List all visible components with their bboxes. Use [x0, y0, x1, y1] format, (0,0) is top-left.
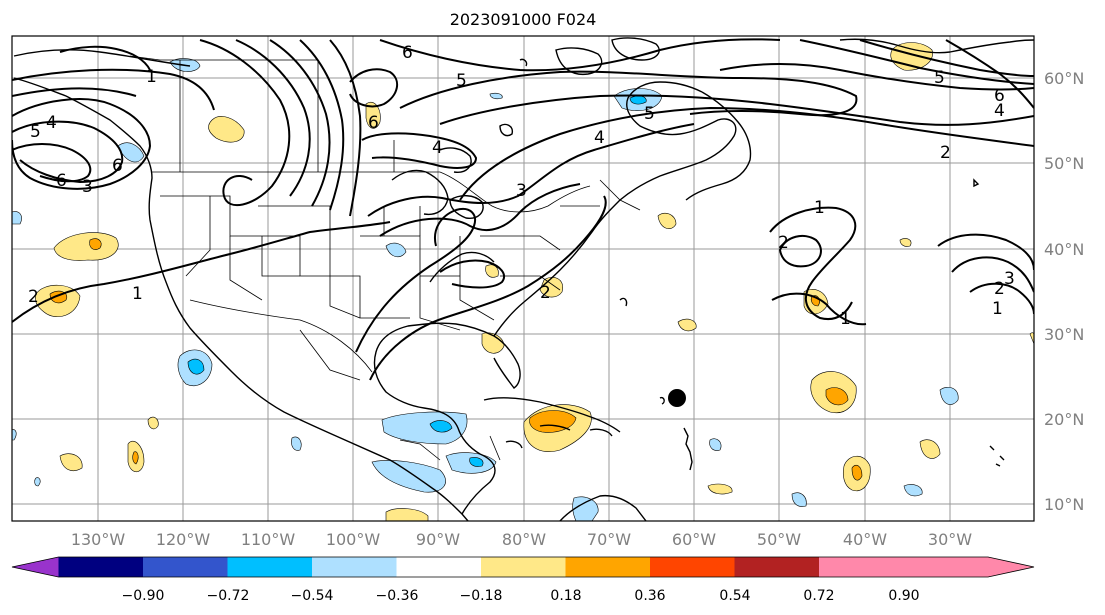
contour-label: 4	[594, 128, 605, 148]
contours	[12, 38, 1034, 381]
colorbar-segments	[11, 556, 1035, 578]
contour-label: 6	[402, 43, 413, 63]
lon-label: 60°W	[672, 530, 716, 549]
lon-label: 110°W	[241, 530, 296, 549]
colorbar-tick-label: 0.18	[550, 588, 581, 604]
colorbar-tick-label: −0.90	[122, 588, 165, 604]
colorbar-segment	[227, 557, 312, 577]
colorbar-segment	[819, 557, 1034, 577]
map-title: 2023091000 F024	[450, 10, 597, 29]
contour-label: 3	[82, 177, 93, 197]
lat-label: 20°N	[1044, 410, 1084, 429]
lon-label: 40°W	[843, 530, 887, 549]
contour-label: 6	[368, 113, 379, 133]
map-frame	[11, 35, 1035, 522]
contour-label: 1	[992, 299, 1003, 319]
colorbar-outline	[11, 556, 1035, 578]
lon-label: 70°W	[587, 530, 631, 549]
contour-label: 5	[30, 122, 41, 142]
storm-center-dot	[668, 389, 686, 407]
colorbar-segment	[58, 557, 143, 577]
lat-label: 30°N	[1044, 325, 1084, 344]
lat-label: 10°N	[1044, 495, 1084, 514]
colorbar-ticks: −0.90 −0.72 −0.54 −0.36 −0.18 0.18 0.36 …	[122, 588, 920, 604]
borders	[129, 55, 641, 461]
lon-axis-labels: 130°W 120°W 110°W 100°W 90°W 80°W 70°W 6…	[71, 530, 972, 549]
colorbar-segment	[481, 557, 566, 577]
contour-label: 2	[940, 143, 951, 163]
contour-label: 4	[432, 138, 443, 158]
colorbar-tick-label: −0.54	[291, 588, 334, 604]
contour-label: 4	[46, 113, 57, 133]
colorbar-segment	[565, 557, 650, 577]
lon-label: 80°W	[502, 530, 546, 549]
contour-label: 1	[132, 284, 143, 304]
lon-label: 50°W	[757, 530, 801, 549]
colorbar-segment	[650, 557, 735, 577]
colorbar-segment	[734, 557, 819, 577]
lat-label: 40°N	[1044, 240, 1084, 259]
contour-label: 6	[56, 171, 67, 191]
colorbar: −0.90 −0.72 −0.54 −0.36 −0.18 0.18 0.36 …	[11, 556, 1035, 604]
contour-labels: 1 5 4 6 3 6 2 5 6 4 6 5 6 4 2 1 2 1 1 2 …	[28, 43, 1015, 329]
colorbar-segment	[396, 557, 481, 577]
contour-label: 6	[994, 86, 1005, 106]
contour-label: 3	[1004, 269, 1015, 289]
lat-label: 50°N	[1044, 154, 1084, 173]
lon-label: 130°W	[71, 530, 126, 549]
coastlines	[13, 37, 1034, 521]
contour-label: 1	[840, 309, 851, 329]
contour-label: 1	[146, 67, 157, 87]
colorbar-tick-label: −0.18	[460, 588, 503, 604]
contour-label: 4	[994, 101, 1005, 121]
contour-label: 3	[516, 181, 527, 201]
colorbar-tick-label: 0.90	[888, 588, 919, 604]
contour-label: 6	[112, 156, 123, 176]
contour-label: 2	[994, 279, 1005, 299]
colorbar-segment	[312, 557, 397, 577]
colorbar-tick-label: −0.36	[376, 588, 419, 604]
contour-label: 2	[28, 287, 39, 307]
contour-label: 1	[814, 198, 825, 218]
contour-label: 5	[644, 104, 655, 124]
lat-axis-labels: 60°N 50°N 40°N 30°N 20°N 10°N	[1044, 69, 1084, 514]
lon-label: 30°W	[928, 530, 972, 549]
lon-label: 90°W	[416, 530, 460, 549]
colorbar-segment	[143, 557, 228, 577]
colorbar-tick-label: 0.72	[803, 588, 834, 604]
colorbar-segment	[12, 557, 59, 577]
contour-label: 2	[540, 283, 551, 303]
map-panel: 1 5 4 6 3 6 2 5 6 4 6 5 6 4 2 1 2 1 1 2 …	[11, 35, 1035, 522]
lon-label: 100°W	[326, 530, 381, 549]
contour-label: 5	[934, 68, 945, 88]
colorbar-tick-label: −0.72	[207, 588, 250, 604]
colorbar-tick-label: 0.36	[634, 588, 665, 604]
lat-label: 60°N	[1044, 69, 1084, 88]
contour-label: 2	[778, 233, 789, 253]
lon-label: 120°W	[156, 530, 211, 549]
colorbar-tick-label: 0.54	[719, 588, 750, 604]
contour-label: 5	[456, 71, 467, 91]
